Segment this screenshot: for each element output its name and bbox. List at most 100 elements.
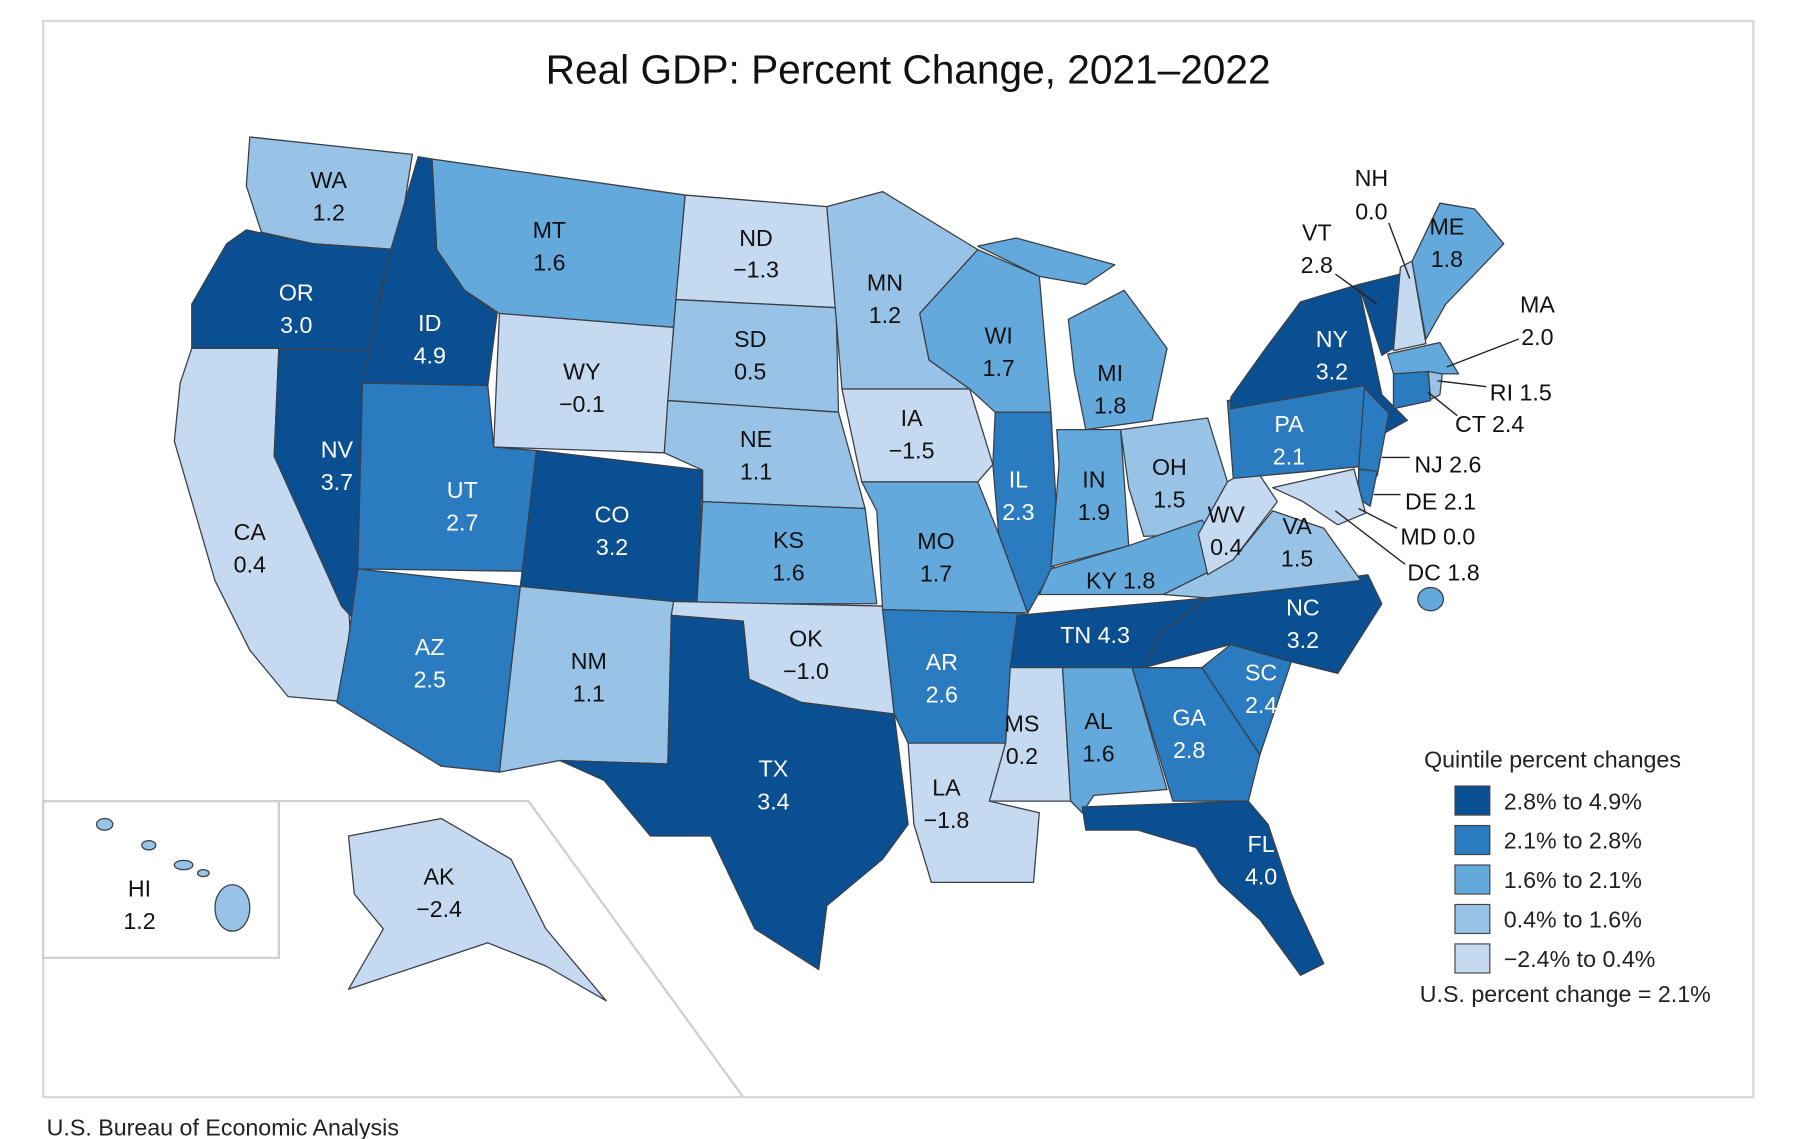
state-label-ri: RI 1.5 [1490,380,1552,406]
state-abbr-ga: GA [1172,705,1206,731]
state-value-ms: 0.2 [1006,743,1038,769]
state-ri[interactable] [1427,370,1443,401]
state-abbr-me: ME [1429,214,1464,240]
state-abbr-co: CO [595,501,630,527]
state-abbr-ak: AK [424,864,455,890]
state-hi[interactable] [196,868,210,878]
state-label-md: MD 0.0 [1400,524,1475,550]
state-value-il: 2.3 [1002,499,1034,525]
map-title: Real GDP: Percent Change, 2021–2022 [546,47,1271,93]
state-value-nm: 1.1 [573,680,605,706]
state-sd[interactable] [667,298,840,413]
state-value-wy: −0.1 [559,391,605,417]
state-ak[interactable] [347,817,607,1002]
state-hi[interactable] [214,884,251,932]
legend-title: Quintile percent changes [1424,746,1681,772]
state-label-de: DE 2.1 [1405,489,1476,515]
source-credit: U.S. Bureau of Economic Analysis [47,1115,399,1139]
state-in[interactable] [1050,428,1130,568]
state-wa[interactable] [245,136,413,251]
state-value-mt: 1.6 [533,250,565,276]
state-il[interactable] [992,411,1060,614]
state-value-mi: 1.8 [1094,392,1126,418]
state-ma[interactable] [1387,341,1460,375]
state-abbr-or: OR [279,280,314,306]
state-nm[interactable] [498,585,675,773]
state-abbr-hi: HI [128,875,151,901]
state-value-ny: 3.2 [1316,359,1348,385]
state-ms[interactable] [988,666,1072,802]
legend-swatch-5 [1454,943,1491,974]
legend-swatch-3 [1454,864,1491,895]
state-abbr-ok: OK [789,626,823,652]
state-dc[interactable] [1417,586,1445,612]
state-value-ca: 0.4 [234,551,266,577]
state-value-nh: 0.0 [1355,198,1387,224]
state-nj[interactable] [1357,387,1390,477]
state-abbr-ut: UT [447,477,478,503]
state-value-tx: 3.4 [757,788,789,814]
state-value-la: −1.8 [924,807,970,833]
leader-vt [1334,273,1378,305]
state-abbr-vt: VT [1302,219,1332,245]
state-label-tn: TN 4.3 [1060,622,1130,648]
state-abbr-nh: NH [1355,165,1389,191]
leader-ct [1427,391,1458,417]
state-abbr-mo: MO [917,528,954,554]
state-value-ga: 2.8 [1173,737,1205,763]
state-value-fl: 4.0 [1245,864,1277,890]
state-ct[interactable] [1392,370,1432,410]
state-label-dc: DC 1.8 [1407,560,1479,586]
legend-label-4: 0.4% to 1.6% [1504,907,1642,933]
state-abbr-sc: SC [1245,659,1277,685]
state-value-va: 1.5 [1281,546,1313,572]
state-fl[interactable] [1081,800,1325,976]
state-value-hi: 1.2 [123,908,155,934]
state-value-ma: 2.0 [1521,324,1553,350]
state-value-ok: −1.0 [783,658,829,684]
state-wv[interactable] [1197,466,1278,576]
legend-swatch-2 [1454,824,1491,856]
state-value-sc: 2.4 [1245,692,1277,718]
state-abbr-ia: IA [901,405,923,431]
state-hi[interactable] [141,839,157,851]
state-me[interactable] [1411,202,1505,340]
state-abbr-tx: TX [759,756,789,782]
state-nd[interactable] [675,194,837,309]
state-value-sd: 0.5 [734,359,766,385]
state-abbr-nm: NM [571,648,607,674]
state-abbr-wi: WI [985,323,1013,349]
state-ga[interactable] [1131,666,1261,802]
leader-ma [1446,338,1520,368]
leader-ri [1437,380,1487,388]
state-labels: WA 1.2 OR 3.0 CA 0.4 NV 3.7 ID 4.9 MT 1.6 WY −0.1 UT 2.… [123,165,1555,934]
state-mi[interactable] [977,237,1116,286]
state-hi[interactable] [95,817,114,831]
state-value-mn: 1.2 [869,302,901,328]
state-abbr-va: VA [1282,513,1312,539]
state-value-mo: 1.7 [920,561,952,587]
state-ia[interactable] [841,388,994,483]
state-abbr-fl: FL [1248,831,1275,857]
state-value-ut: 2.7 [446,510,478,536]
state-tx[interactable] [559,614,909,971]
state-ar[interactable] [881,608,1025,744]
state-value-co: 3.2 [596,534,628,560]
state-value-wi: 1.7 [983,355,1015,381]
state-value-pa: 2.1 [1273,443,1305,469]
state-value-or: 3.0 [280,312,312,338]
legend: Quintile percent changes 2.8% to 4.9% 2.1… [1420,746,1711,1007]
state-md[interactable] [1272,468,1367,526]
legend-label-5: −2.4% to 0.4% [1504,946,1656,972]
state-abbr-nd: ND [739,225,773,251]
state-value-ak: −2.4 [416,896,462,922]
state-value-nc: 3.2 [1287,627,1319,653]
state-label-ky: KY 1.8 [1086,568,1155,594]
state-nv[interactable] [273,347,371,622]
state-value-ar: 2.6 [926,681,958,707]
state-hi[interactable] [173,859,194,871]
state-mi[interactable] [1067,289,1168,431]
state-ks[interactable] [696,500,878,605]
state-nh[interactable] [1392,260,1427,352]
